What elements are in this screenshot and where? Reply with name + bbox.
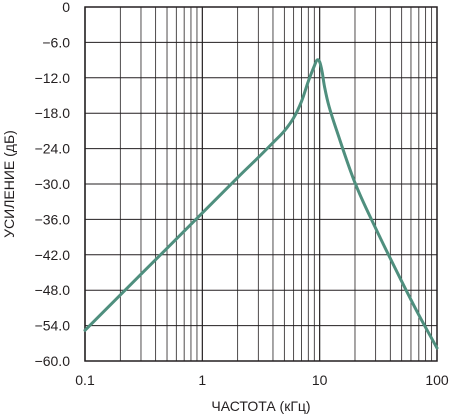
y-tick-label: −24.0	[35, 141, 71, 157]
y-tick-label: −48.0	[35, 282, 71, 298]
x-tick-labels: 0.1 1 10 100	[75, 372, 449, 388]
y-tick-label: −18.0	[35, 105, 71, 121]
y-axis-label: УСИЛЕНИЕ (дБ)	[1, 130, 17, 238]
series-line-0	[83, 58, 439, 350]
x-tick-label: 100	[425, 372, 449, 388]
x-axis-label: ЧАСТОТА (кГц)	[211, 398, 310, 414]
x-tick-label: 10	[312, 372, 328, 388]
y-tick-label: −54.0	[35, 318, 71, 334]
grid-lines	[84, 6, 437, 362]
y-tick-labels: 0 −6.0 −12.0 −18.0 −24.0 −30.0 −36.0 −42.0 −48.0…	[35, 0, 71, 369]
series-layer	[83, 58, 439, 350]
y-tick-label: 0	[62, 0, 70, 15]
x-tick-label: 0.1	[75, 372, 95, 388]
y-tick-label: −60.0	[35, 353, 71, 369]
y-tick-label: −12.0	[35, 70, 71, 86]
x-tick-label: 1	[198, 372, 206, 388]
y-tick-label: −36.0	[35, 211, 71, 227]
plot-frame	[84, 6, 438, 362]
y-tick-label: −42.0	[35, 247, 71, 263]
y-tick-label: −6.0	[42, 34, 70, 50]
y-tick-label: −30.0	[35, 176, 71, 192]
